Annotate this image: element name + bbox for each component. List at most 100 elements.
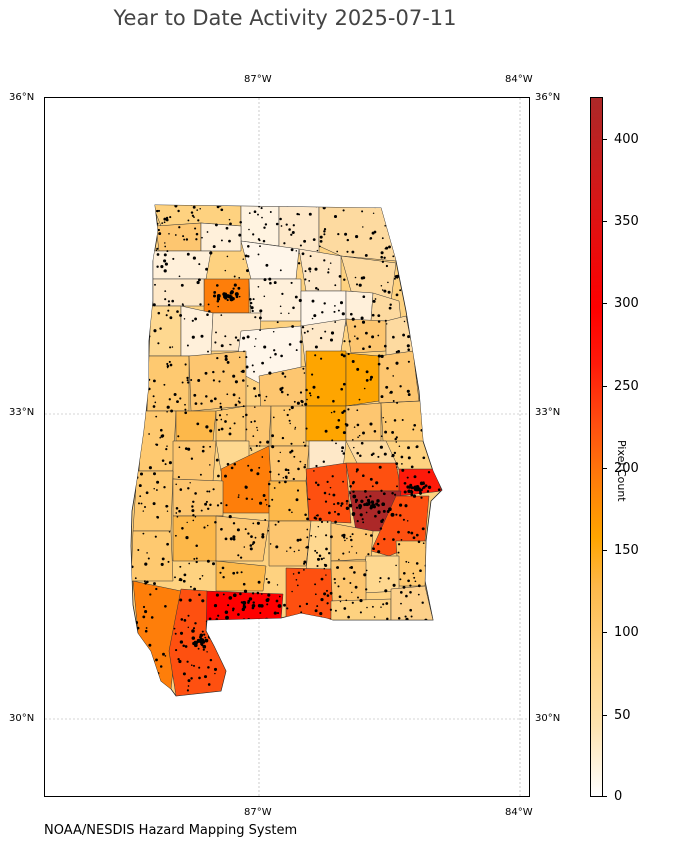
fire-point <box>163 253 167 257</box>
fire-point <box>166 364 170 368</box>
fire-point <box>283 242 286 245</box>
fire-point <box>395 350 398 354</box>
fire-point <box>347 659 350 663</box>
fire-point <box>323 643 327 647</box>
fire-point <box>427 219 429 221</box>
fire-point <box>249 544 253 547</box>
fire-point <box>410 615 413 618</box>
fire-point <box>438 208 442 212</box>
fire-point <box>167 300 170 303</box>
fire-point <box>163 259 167 263</box>
fire-point <box>398 669 401 672</box>
fire-point <box>319 235 323 239</box>
fire-point <box>154 535 157 538</box>
fire-point <box>433 339 437 343</box>
fire-point <box>377 362 381 366</box>
fire-point <box>249 301 253 305</box>
fire-point <box>168 360 171 363</box>
fire-point <box>392 583 396 587</box>
fire-point <box>187 447 191 451</box>
fire-point <box>428 248 431 251</box>
fire-point <box>141 406 144 409</box>
fire-point <box>179 565 182 568</box>
fire-point <box>247 679 251 683</box>
fire-point <box>305 388 308 392</box>
fire-point <box>176 400 179 404</box>
fire-point <box>201 449 205 453</box>
fire-point <box>252 435 255 437</box>
fire-point <box>393 277 396 280</box>
fire-point <box>394 217 398 221</box>
fire-point <box>395 361 399 365</box>
fire-point <box>353 325 357 328</box>
fire-point <box>261 535 265 539</box>
fire-point <box>187 381 190 384</box>
fire-point <box>316 395 320 399</box>
fire-point <box>257 285 260 288</box>
fire-point <box>260 593 263 595</box>
fire-point <box>385 602 389 605</box>
fire-point <box>167 309 170 312</box>
fire-point <box>191 319 194 322</box>
county-monroe <box>215 515 270 562</box>
fire-point <box>362 347 365 350</box>
fire-point <box>412 494 417 498</box>
fire-point <box>191 636 196 640</box>
fire-point <box>261 533 265 536</box>
fire-point <box>370 534 373 537</box>
fire-point <box>242 336 246 340</box>
fire-point <box>178 579 181 581</box>
fire-point <box>184 363 187 366</box>
fire-point <box>354 335 356 337</box>
fire-point <box>159 665 163 668</box>
fire-point <box>185 536 189 540</box>
fire-point <box>242 600 247 605</box>
fire-point <box>385 385 389 389</box>
fire-point <box>228 432 232 436</box>
fire-point <box>407 335 411 339</box>
fire-point <box>321 311 324 314</box>
fire-point <box>242 604 245 607</box>
fire-point <box>162 693 167 696</box>
fire-point <box>367 553 370 556</box>
fire-point <box>377 455 380 458</box>
fire-point <box>184 411 188 415</box>
fire-point <box>354 276 357 279</box>
fire-point <box>409 315 413 319</box>
fire-point <box>311 299 315 303</box>
fire-point <box>426 490 430 493</box>
fire-point <box>137 427 141 430</box>
fire-point <box>138 230 141 233</box>
fire-point <box>144 657 148 661</box>
fire-point <box>177 657 180 661</box>
fire-point <box>380 639 383 642</box>
fire-point <box>407 360 410 363</box>
fire-point <box>184 403 186 406</box>
fire-point <box>213 397 217 401</box>
fire-point <box>378 465 382 469</box>
fire-point <box>155 415 158 418</box>
fire-point <box>334 284 337 287</box>
fire-point <box>377 627 380 629</box>
colorbar-tick-100 <box>603 632 607 633</box>
fire-point <box>402 265 405 268</box>
lat-label-left-30n: 30°N <box>9 713 35 724</box>
fire-point <box>382 509 386 513</box>
fire-point <box>421 527 425 531</box>
fire-point <box>342 480 344 483</box>
fire-point <box>401 673 404 676</box>
fire-point <box>308 267 312 271</box>
fire-point <box>179 640 184 644</box>
fire-point <box>168 461 172 465</box>
fire-point <box>193 664 195 667</box>
fire-point <box>314 354 317 357</box>
fire-point <box>288 419 291 422</box>
fire-point <box>294 428 296 430</box>
fire-point <box>426 265 429 268</box>
fire-point <box>413 227 416 230</box>
fire-point <box>362 521 365 524</box>
fire-point <box>372 201 375 204</box>
map-svg <box>45 98 529 796</box>
fire-point <box>278 481 281 484</box>
fire-point <box>166 542 169 546</box>
